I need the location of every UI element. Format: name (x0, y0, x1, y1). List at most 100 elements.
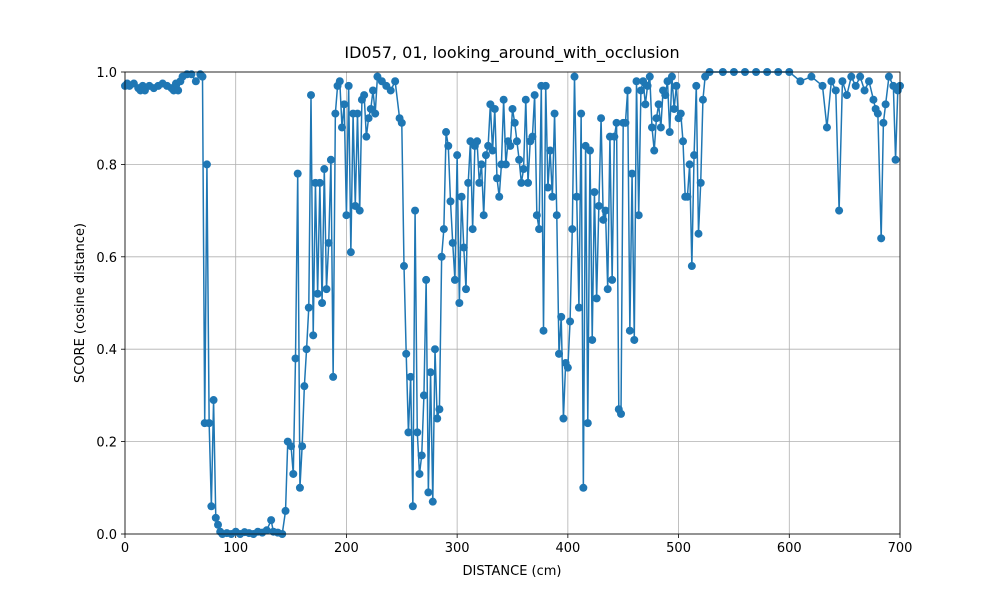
y-axis-label: SCORE (cosine distance) (73, 223, 88, 383)
data-point (650, 146, 659, 155)
x-tick-label: 200 (334, 541, 359, 556)
x-tick-label: 300 (445, 541, 470, 556)
data-point (603, 285, 612, 294)
data-point (588, 335, 597, 344)
data-point (453, 151, 462, 160)
data-point (267, 516, 276, 525)
data-point (304, 303, 313, 312)
data-point (499, 95, 508, 104)
data-point (838, 77, 847, 86)
data-point (621, 118, 630, 127)
data-point (827, 77, 836, 86)
data-point (490, 104, 499, 113)
plot-frame (124, 71, 901, 535)
data-line (124, 71, 901, 535)
data-point (566, 317, 575, 326)
data-point (205, 419, 214, 428)
data-point (424, 488, 433, 497)
data-point (555, 349, 563, 358)
data-point (599, 215, 608, 224)
data-point (326, 155, 335, 164)
data-point (572, 192, 581, 201)
data-point (685, 160, 694, 169)
y-tick-label: 0.8 (96, 158, 117, 173)
data-point (360, 91, 369, 100)
y-tick-label: 0.0 (96, 528, 117, 543)
data-point (315, 178, 324, 187)
data-point (586, 146, 594, 155)
data-point (630, 335, 639, 344)
data-point (521, 95, 530, 104)
data-point (207, 502, 216, 511)
data-point (601, 206, 610, 215)
data-point (645, 72, 654, 81)
data-point (623, 86, 632, 95)
data-point (295, 483, 304, 492)
data-point (610, 132, 619, 141)
data-point (676, 109, 685, 118)
data-point (446, 197, 455, 206)
data-point (577, 109, 586, 118)
data-point (869, 95, 878, 104)
data-point (209, 396, 218, 405)
data-point (506, 141, 515, 150)
data-point (528, 132, 537, 141)
data-point (860, 86, 869, 95)
data-point (413, 428, 422, 437)
data-point (877, 234, 886, 243)
data-point (532, 211, 541, 220)
data-point (641, 100, 650, 109)
x-tick-label: 100 (223, 541, 248, 556)
data-point (448, 238, 457, 247)
data-point (475, 178, 484, 187)
data-point (856, 72, 865, 81)
data-point (508, 104, 517, 113)
data-point (417, 451, 426, 460)
data-point (625, 326, 634, 335)
data-point (550, 109, 559, 118)
data-point (437, 252, 446, 261)
data-point (694, 229, 703, 238)
data-point (307, 91, 315, 100)
data-point (462, 285, 470, 294)
data-point (632, 77, 641, 86)
data-point (822, 123, 831, 132)
data-point (535, 225, 544, 234)
data-point (324, 238, 333, 247)
data-point (450, 275, 459, 284)
data-point (667, 72, 676, 81)
data-point (459, 243, 468, 252)
data-point (371, 109, 380, 118)
data-point (592, 294, 601, 303)
data-point (654, 100, 663, 109)
data-point (530, 91, 539, 100)
data-point (262, 526, 271, 535)
data-point (415, 469, 424, 478)
data-point (835, 206, 844, 215)
y-tick-label: 1.0 (96, 66, 117, 81)
x-axis-label: DISTANCE (cm) (462, 564, 561, 579)
x-tick-label: 700 (888, 541, 913, 556)
data-point (289, 469, 298, 478)
data-point (353, 109, 362, 118)
data-point (519, 165, 528, 174)
data-point (590, 188, 599, 197)
data-point (214, 520, 222, 529)
data-point (435, 405, 444, 414)
data-point (488, 146, 497, 155)
data-point (362, 132, 371, 141)
data-point (568, 225, 577, 234)
data-point (546, 146, 555, 155)
data-point (696, 178, 705, 187)
data-point (293, 169, 302, 178)
data-point (408, 502, 417, 511)
data-point (807, 72, 816, 81)
data-point (397, 118, 406, 127)
data-point (661, 91, 670, 100)
data-point (422, 275, 431, 284)
data-point (670, 104, 679, 113)
data-point (847, 72, 856, 81)
data-point (406, 372, 415, 381)
